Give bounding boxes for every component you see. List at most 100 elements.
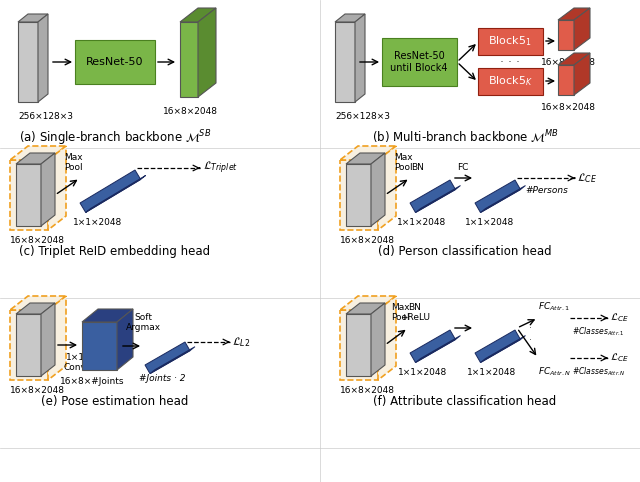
Polygon shape [346, 164, 371, 226]
Polygon shape [340, 160, 378, 230]
Text: 1×1×2048: 1×1×2048 [467, 368, 516, 377]
Polygon shape [48, 296, 66, 380]
Text: Block5$_1$: Block5$_1$ [488, 34, 532, 48]
Text: 256×128×3: 256×128×3 [18, 112, 73, 121]
Text: $\mathcal{L}_{Triplet}$: $\mathcal{L}_{Triplet}$ [203, 160, 238, 176]
Text: 16×8×2048: 16×8×2048 [541, 103, 595, 112]
Text: ResNet-50
until Block4: ResNet-50 until Block4 [390, 51, 448, 73]
Polygon shape [75, 40, 155, 84]
Polygon shape [410, 180, 456, 213]
Polygon shape [150, 347, 195, 374]
Polygon shape [117, 309, 133, 370]
Polygon shape [371, 153, 385, 226]
Polygon shape [335, 22, 355, 102]
Text: (a) Single-branch backbone $\mathcal{M}^{SB}$: (a) Single-branch backbone $\mathcal{M}^… [19, 128, 211, 147]
Polygon shape [478, 28, 543, 55]
Polygon shape [346, 303, 385, 314]
Polygon shape [16, 164, 41, 226]
Polygon shape [16, 303, 55, 314]
Polygon shape [574, 53, 590, 95]
Text: Max
Pool: Max Pool [394, 153, 412, 172]
Text: (b) Multi-branch backbone $\mathcal{M}^{MB}$: (b) Multi-branch backbone $\mathcal{M}^{… [372, 128, 559, 146]
Polygon shape [415, 335, 461, 362]
Polygon shape [180, 8, 216, 22]
Polygon shape [10, 160, 48, 230]
Text: ResNet-50: ResNet-50 [86, 57, 144, 67]
Text: ·
·
·: · · · [529, 323, 531, 357]
Text: #Classes$_{Attr.1}$: #Classes$_{Attr.1}$ [572, 325, 625, 337]
Polygon shape [41, 153, 55, 226]
Text: $\mathcal{L}_{CE}$: $\mathcal{L}_{CE}$ [610, 311, 629, 324]
Text: 16×8×2048: 16×8×2048 [541, 58, 595, 67]
Text: 1×1×2048: 1×1×2048 [74, 218, 123, 227]
Polygon shape [80, 170, 141, 213]
Text: BN: BN [412, 163, 424, 172]
Text: $\mathcal{L}_{L2}$: $\mathcal{L}_{L2}$ [232, 335, 250, 349]
Polygon shape [41, 303, 55, 376]
Polygon shape [16, 314, 41, 376]
Text: 16×8×2048: 16×8×2048 [340, 386, 395, 395]
Text: 16×8×2048: 16×8×2048 [10, 236, 65, 245]
Polygon shape [180, 22, 198, 97]
Polygon shape [346, 314, 371, 376]
Polygon shape [558, 20, 574, 50]
Polygon shape [48, 146, 66, 230]
Polygon shape [10, 310, 48, 380]
Text: 16×8×#Joints: 16×8×#Joints [60, 377, 124, 386]
Text: BN
+ReLU: BN +ReLU [400, 303, 430, 322]
Polygon shape [82, 322, 117, 370]
Polygon shape [574, 8, 590, 50]
Text: FC: FC [458, 163, 468, 172]
Text: 1×1×2048: 1×1×2048 [465, 218, 515, 227]
Polygon shape [415, 186, 461, 213]
Polygon shape [10, 296, 66, 310]
Text: #Joints · 2: #Joints · 2 [139, 374, 185, 383]
Polygon shape [198, 8, 216, 97]
Text: (c) Triplet ReID embedding head: (c) Triplet ReID embedding head [19, 245, 211, 258]
Polygon shape [481, 186, 525, 213]
Polygon shape [558, 65, 574, 95]
Polygon shape [340, 310, 378, 380]
Polygon shape [10, 146, 66, 160]
Polygon shape [558, 8, 590, 20]
Polygon shape [378, 296, 396, 380]
Polygon shape [558, 53, 590, 65]
Polygon shape [340, 146, 396, 160]
Text: 1×1×2048: 1×1×2048 [398, 368, 447, 377]
Text: (e) Pose estimation head: (e) Pose estimation head [42, 395, 189, 408]
Text: Soft
Argmax: Soft Argmax [125, 313, 161, 332]
Polygon shape [18, 22, 38, 102]
Polygon shape [18, 14, 48, 22]
Polygon shape [355, 14, 365, 102]
Text: Max
Pool: Max Pool [64, 153, 83, 172]
Text: 16×8×2048: 16×8×2048 [340, 236, 395, 245]
Polygon shape [475, 330, 520, 362]
Text: 1×1×2048: 1×1×2048 [397, 218, 447, 227]
Text: (f) Attribute classification head: (f) Attribute classification head [373, 395, 557, 408]
Text: $\mathcal{L}_{CE}$: $\mathcal{L}_{CE}$ [577, 171, 597, 185]
Polygon shape [340, 296, 396, 310]
Polygon shape [335, 14, 365, 22]
Polygon shape [82, 309, 133, 322]
Polygon shape [38, 14, 48, 102]
Text: FC$_{Attr.N}$: FC$_{Attr.N}$ [538, 365, 572, 377]
Polygon shape [86, 175, 146, 213]
Polygon shape [481, 335, 525, 362]
Text: (d) Person classification head: (d) Person classification head [378, 245, 552, 258]
Polygon shape [346, 153, 385, 164]
Text: Block5$_K$: Block5$_K$ [488, 74, 532, 88]
Polygon shape [478, 68, 543, 95]
Text: #Persons: #Persons [525, 186, 568, 195]
Polygon shape [410, 330, 456, 362]
Polygon shape [378, 146, 396, 230]
Text: · · ·: · · · [500, 56, 520, 69]
Text: 1×1
Conv: 1×1 Conv [63, 353, 86, 373]
Text: #Classes$_{Attr.N}$: #Classes$_{Attr.N}$ [572, 365, 626, 377]
Polygon shape [475, 180, 520, 213]
Polygon shape [382, 38, 457, 86]
Text: 256×128×3: 256×128×3 [335, 112, 390, 121]
Text: $\mathcal{L}_{CE}$: $\mathcal{L}_{CE}$ [610, 351, 629, 364]
Text: 16×8×2048: 16×8×2048 [163, 107, 218, 116]
Text: FC$_{Attr.1}$: FC$_{Attr.1}$ [538, 300, 570, 313]
Polygon shape [371, 303, 385, 376]
